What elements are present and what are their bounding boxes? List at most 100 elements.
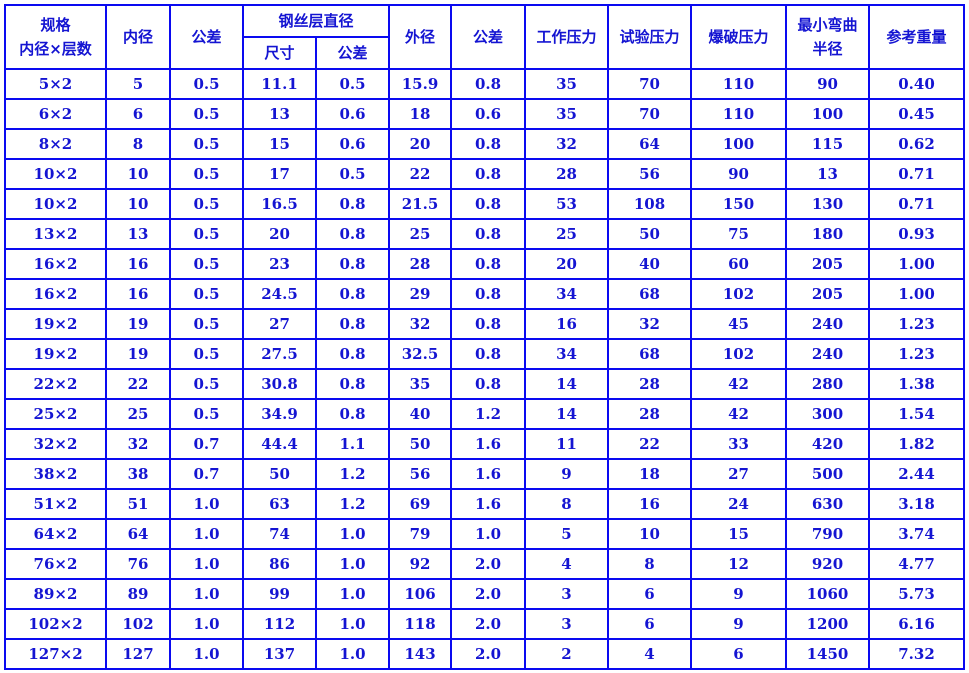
table-cell: 28 (607, 368, 692, 400)
table-cell: 28 (607, 398, 692, 430)
table-cell: 240 (785, 338, 870, 370)
table-cell: 68 (607, 278, 692, 310)
table-cell: 1060 (785, 578, 870, 610)
table-row: 38×2 38 0.7 50 1.2 56 1.6 9 18 27 500 2.44 (4, 458, 965, 490)
table-cell: 1.0 (315, 518, 390, 550)
table-cell: 92 (388, 548, 452, 580)
table-cell: 205 (785, 278, 870, 310)
table-header: 规格 内径×层数 内径 公差 钢丝层直径 外径 公差 工作压力 试验压力 爆破压力… (4, 4, 965, 70)
table-cell: 35 (524, 68, 609, 100)
header-working-pressure: 工作压力 (524, 4, 609, 70)
table-cell: 0.5 (169, 158, 244, 190)
table-cell: 35 (388, 368, 452, 400)
table-cell: 110 (690, 98, 787, 130)
table-cell: 34 (524, 338, 609, 370)
table-cell: 74 (242, 518, 317, 550)
header-min-bend-radius: 最小弯曲 半径 (785, 4, 870, 70)
table-cell: 1.0 (169, 638, 244, 670)
table-cell: 11.1 (242, 68, 317, 100)
table-cell: 1.2 (315, 458, 390, 490)
table-cell: 0.71 (868, 188, 965, 220)
table-cell: 1.00 (868, 248, 965, 280)
table-cell: 19×2 (4, 308, 107, 340)
table-row: 89×2 89 1.0 99 1.0 106 2.0 3 6 9 1060 5.73 (4, 578, 965, 610)
table-cell: 102 (690, 338, 787, 370)
table-cell: 32 (524, 128, 609, 160)
table-cell: 0.5 (315, 158, 390, 190)
table-row: 127×2 127 1.0 137 1.0 143 2.0 2 4 6 1450 7.32 (4, 638, 965, 670)
table-cell: 106 (388, 578, 452, 610)
table-cell: 22 (388, 158, 452, 190)
table-cell: 86 (242, 548, 317, 580)
table-cell: 0.8 (450, 368, 526, 400)
table-cell: 0.8 (315, 368, 390, 400)
table-cell: 0.6 (450, 98, 526, 130)
table-cell: 1.00 (868, 278, 965, 310)
table-cell: 89×2 (4, 578, 107, 610)
table-cell: 16 (524, 308, 609, 340)
table-cell: 34 (524, 278, 609, 310)
table-cell: 0.8 (450, 308, 526, 340)
table-cell: 1.0 (450, 518, 526, 550)
table-cell: 25 (388, 218, 452, 250)
table-cell: 6 (607, 608, 692, 640)
table-cell: 19×2 (4, 338, 107, 370)
header-wire-tolerance: 公差 (315, 36, 390, 70)
table-cell: 1.82 (868, 428, 965, 460)
table-cell: 14 (524, 368, 609, 400)
header-tolerance: 公差 (169, 4, 244, 70)
table-cell: 0.5 (169, 188, 244, 220)
table-row: 51×2 51 1.0 63 1.2 69 1.6 8 16 24 630 3.18 (4, 488, 965, 520)
table-cell: 90 (785, 68, 870, 100)
table-body: 5×2 5 0.5 11.1 0.5 15.9 0.8 35 70 110 90 0.40 6×2 6 0.… (4, 68, 965, 670)
table-cell: 280 (785, 368, 870, 400)
header-wire-layer-diameter: 钢丝层直径 (242, 4, 390, 38)
table-cell: 32.5 (388, 338, 452, 370)
table-cell: 0.8 (315, 248, 390, 280)
table-cell: 45 (690, 308, 787, 340)
table-cell: 1.0 (315, 578, 390, 610)
table-cell: 70 (607, 98, 692, 130)
table-row: 10×2 10 0.5 16.5 0.8 21.5 0.8 53 108 150 130 0.71 (4, 188, 965, 220)
table-row: 6×2 6 0.5 13 0.6 18 0.6 35 70 110 100 0.45 (4, 98, 965, 130)
table-cell: 1.0 (169, 518, 244, 550)
table-cell: 33 (690, 428, 787, 460)
table-cell: 29 (388, 278, 452, 310)
table-cell: 5 (105, 68, 171, 100)
table-cell: 6 (105, 98, 171, 130)
table-cell: 240 (785, 308, 870, 340)
table-cell: 15 (690, 518, 787, 550)
table-row: 76×2 76 1.0 86 1.0 92 2.0 4 8 12 920 4.77 (4, 548, 965, 580)
table-cell: 76 (105, 548, 171, 580)
header-min-bend-line2: 半径 (812, 40, 843, 58)
table-cell: 102 (105, 608, 171, 640)
table-cell: 8 (607, 548, 692, 580)
table-cell: 56 (388, 458, 452, 490)
table-cell: 51 (105, 488, 171, 520)
table-cell: 790 (785, 518, 870, 550)
table-cell: 16×2 (4, 278, 107, 310)
table-cell: 0.8 (450, 128, 526, 160)
table-row: 22×2 22 0.5 30.8 0.8 35 0.8 14 28 42 280 1.38 (4, 368, 965, 400)
table-row: 5×2 5 0.5 11.1 0.5 15.9 0.8 35 70 110 90 0.40 (4, 68, 965, 100)
table-cell: 9 (690, 608, 787, 640)
table-cell: 10 (105, 188, 171, 220)
table-cell: 1200 (785, 608, 870, 640)
table-cell: 1.6 (450, 428, 526, 460)
table-cell: 0.5 (169, 128, 244, 160)
table-row: 13×2 13 0.5 20 0.8 25 0.8 25 50 75 180 0.93 (4, 218, 965, 250)
table-cell: 68 (607, 338, 692, 370)
table-cell: 0.5 (169, 368, 244, 400)
table-cell: 1.2 (450, 398, 526, 430)
table-cell: 42 (690, 368, 787, 400)
table-cell: 51×2 (4, 488, 107, 520)
table-cell: 0.8 (450, 278, 526, 310)
table-cell: 22 (105, 368, 171, 400)
table-cell: 0.5 (169, 398, 244, 430)
table-cell: 0.5 (169, 248, 244, 280)
table-cell: 115 (785, 128, 870, 160)
table-cell: 150 (690, 188, 787, 220)
table-cell: 5 (524, 518, 609, 550)
table-cell: 28 (388, 248, 452, 280)
table-row: 8×2 8 0.5 15 0.6 20 0.8 32 64 100 115 0.62 (4, 128, 965, 160)
